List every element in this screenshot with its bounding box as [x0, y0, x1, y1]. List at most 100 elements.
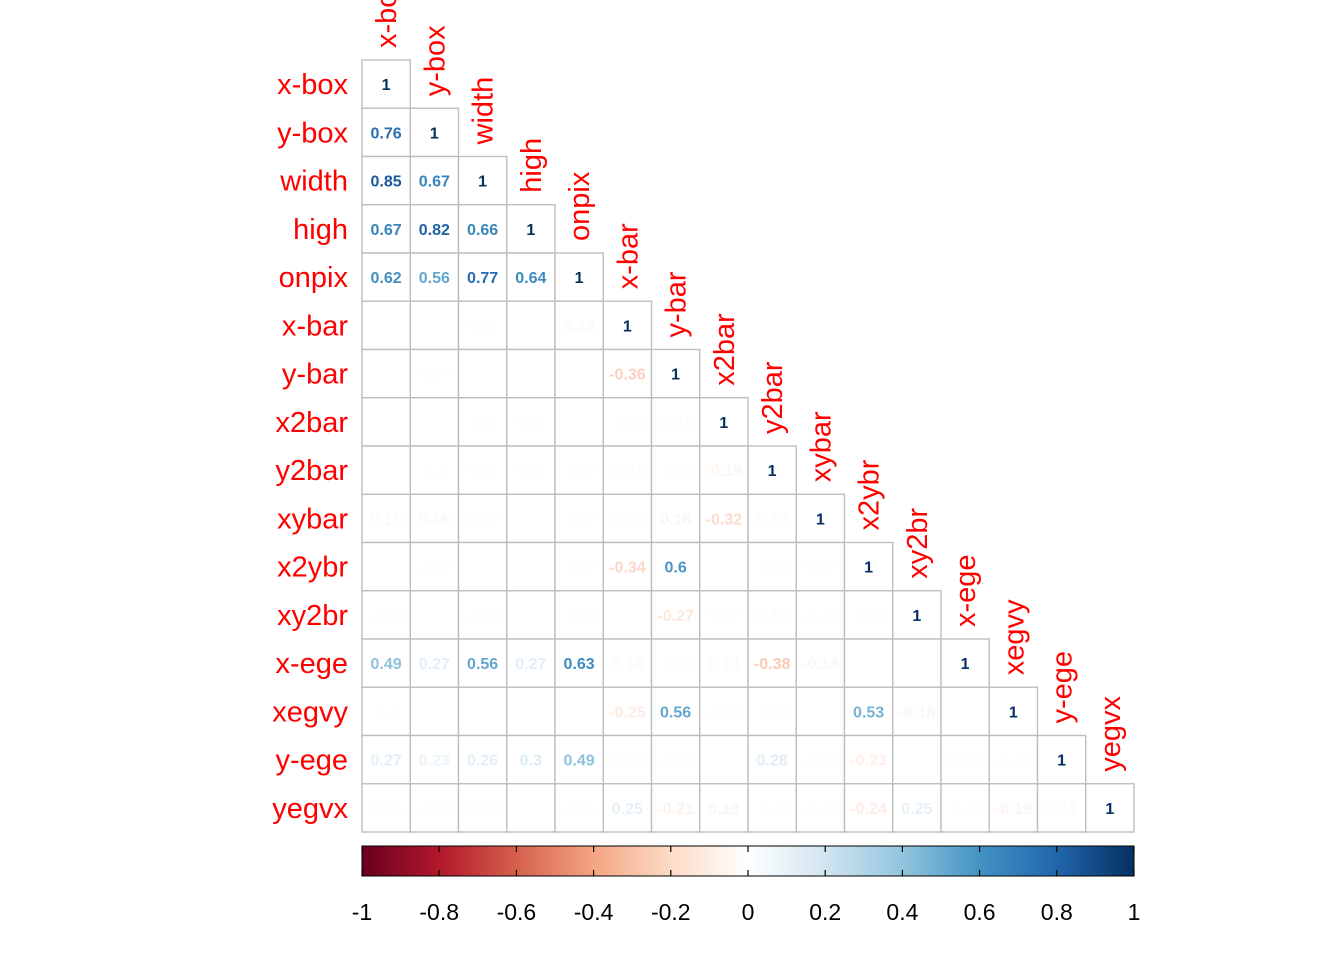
matrix-cell — [747, 638, 797, 688]
cell-value-label: 0.11 — [950, 753, 980, 770]
matrix-cell — [1085, 783, 1135, 833]
row-labels: x-box y-box width high onpix x-bar y-bar x2bar y… — [272, 69, 348, 825]
column-label: y2bar — [757, 361, 789, 434]
cell-value-label: 0.27 — [419, 656, 450, 673]
column-label: x2bar — [709, 313, 741, 386]
matrix-cell — [892, 686, 942, 737]
matrix-cell — [457, 590, 508, 640]
matrix-cell — [892, 783, 942, 833]
colorbar: -1 -0.8 -0.6 -0.4 -0.2 0 0.2 0.4 0.6 0.8 1 — [352, 845, 1140, 925]
cell-value-label: -0.25 — [609, 704, 646, 721]
column-label: yegvx — [1095, 695, 1127, 771]
cell-value-label: 0.06 — [805, 560, 836, 577]
cell-value-label: -0.04 — [416, 367, 453, 384]
matrix-cell — [361, 638, 411, 688]
cell-value-label: 1 — [961, 656, 970, 673]
matrix-cell — [747, 445, 797, 495]
matrix-cell — [795, 493, 846, 544]
cell-value-label: 0.28 — [757, 753, 788, 770]
cell-value-label: -0.24 — [850, 801, 887, 818]
colorbar-tick-label: -0.2 — [651, 899, 691, 925]
row-label: xy2br — [277, 600, 348, 632]
colorbar-tick-label: 0.6 — [964, 899, 996, 925]
column-label: onpix — [564, 171, 596, 241]
cell-value-label: -0.01 — [899, 656, 936, 673]
row-label: y2bar — [275, 455, 348, 487]
cell-value-label: 0.15 — [371, 511, 402, 528]
matrix-cell — [602, 493, 653, 544]
cell-value-label: -0.1 — [469, 415, 497, 432]
column-label: width — [468, 77, 500, 146]
matrix-cell — [506, 204, 556, 254]
matrix-cell — [506, 300, 556, 351]
column-label: x-box — [371, 0, 403, 48]
cell-value-label: 1 — [719, 415, 728, 432]
cell-value-label: 0.05 — [419, 318, 450, 335]
cell-value-label: 0.56 — [660, 704, 691, 721]
matrix-cell — [650, 734, 701, 785]
cell-value-label: 0 — [430, 704, 439, 721]
cell-value-label: -0.03 — [513, 801, 550, 818]
cell-value-label: 1 — [382, 77, 391, 94]
matrix-cell — [843, 783, 894, 833]
matrix-cell — [506, 541, 556, 592]
matrix-cell — [457, 783, 508, 833]
cell-value-label: 0.14 — [564, 318, 595, 335]
matrix-cell — [409, 493, 460, 544]
cell-value-label: 0.03 — [805, 704, 836, 721]
cell-value-label: 0.82 — [419, 222, 450, 239]
column-label: high — [516, 138, 548, 193]
matrix-cell — [602, 300, 653, 351]
cell-value-label: -0.34 — [609, 560, 646, 577]
cell-value-label: 0.01 — [515, 511, 546, 528]
cell-value-label: 0.25 — [901, 801, 932, 818]
cell-value-label: 0.6 — [665, 560, 687, 577]
cell-value-label: 0.06 — [467, 318, 498, 335]
cell-value-label: 0.77 — [467, 270, 498, 287]
cell-value-label: 0.67 — [419, 174, 450, 191]
colorbar-tick-label: 0.4 — [886, 899, 918, 925]
matrix-cell — [602, 783, 653, 833]
cell-value-label: 0.05 — [467, 704, 498, 721]
matrix-cell — [361, 445, 411, 495]
cell-value-label: 0 — [961, 704, 970, 721]
cell-value-label: -0.06 — [754, 560, 791, 577]
colorbar-tick-label: -0.4 — [574, 899, 614, 925]
cell-value-label: 0.63 — [564, 656, 595, 673]
cell-value-label: 0.16 — [419, 511, 450, 528]
matrix-cells — [361, 59, 1135, 833]
row-label: width — [279, 166, 348, 198]
cell-value-label: 0.04 — [515, 318, 546, 335]
cell-value-label: 0.09 — [612, 511, 643, 528]
matrix-cell — [506, 252, 556, 302]
cell-value-label: 0.08 — [708, 608, 739, 625]
cell-value-label: 0.14 — [708, 656, 739, 673]
matrix-cell — [747, 541, 797, 592]
column-label: x-ege — [950, 554, 982, 627]
column-label: xybar — [805, 411, 837, 482]
matrix-cell — [409, 300, 460, 351]
cell-value-label: -0.19 — [706, 463, 743, 480]
matrix-cell — [361, 300, 411, 351]
cell-value-label: 1 — [768, 463, 777, 480]
colorbar-tick-label: -0.6 — [497, 899, 537, 925]
matrix-cell — [361, 541, 411, 592]
cell-value-label: -0.32 — [706, 511, 743, 528]
cell-value-label: -0.06 — [561, 801, 598, 818]
matrix-cell — [940, 686, 990, 737]
colorbar-tick-label: -1 — [352, 899, 372, 925]
cell-value-label: 0.06 — [853, 608, 884, 625]
matrix-cell — [892, 590, 942, 640]
matrix-cell — [988, 686, 1039, 737]
row-label: x2ybr — [277, 552, 348, 584]
row-label: high — [293, 214, 348, 246]
matrix-cell — [554, 300, 604, 351]
matrix-cell — [699, 590, 749, 640]
cell-value-label: 0.1 — [375, 704, 397, 721]
cell-value-label: 0.06 — [467, 463, 498, 480]
cell-value-label: -0.11 — [803, 801, 839, 818]
row-label: y-bar — [282, 359, 348, 391]
cell-value-label: 0.03 — [419, 415, 450, 432]
cell-value-label: -0.07 — [561, 560, 598, 577]
